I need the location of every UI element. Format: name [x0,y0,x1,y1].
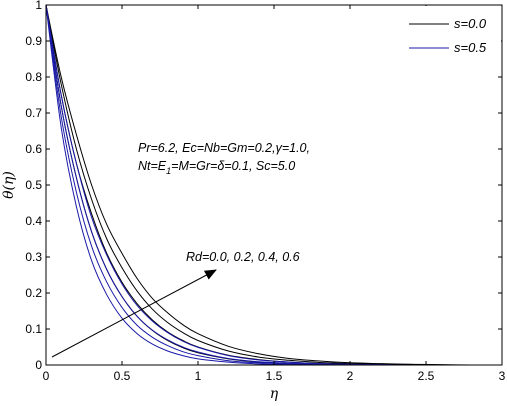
legend-label-s05: s=0.5 [454,40,487,55]
x-tick-label: 1.5 [266,369,283,383]
y-tick-label: 0.2 [25,286,42,300]
legend-box [401,6,501,66]
x-axis-label: η [270,386,279,402]
series-line-s0-rd06 [45,4,503,366]
x-tick-label: 1 [195,369,202,383]
y-tick-label: 0.4 [25,214,42,228]
params-annotation-line1: Pr=6.2, Ec=Nb=Gm=0.2,γ=1.0, [138,141,310,155]
y-axis-label: θ(η) [1,171,17,199]
x-tick-label: 0.5 [114,369,131,383]
x-axis-ticks: 0 0.5 1 1.5 2 2.5 3 [43,5,506,383]
params-line2-part-a: Nt=E [138,159,167,173]
params-line2-subscript: 1 [166,166,171,176]
y-tick-label: 0.8 [25,70,42,84]
x-tick-label: 2.5 [418,369,435,383]
y-axis-ticks: 0 0.1 0.2 0.3 0.4 0.5 0.6 0.7 0.8 0.9 1 [25,0,502,372]
y-tick-label: 1 [35,0,42,12]
y-tick-label: 0.6 [25,142,42,156]
rd-arrow-label: Rd=0.0, 0.2, 0.4, 0.6 [186,250,300,264]
legend: s=0.0 s=0.5 [401,6,501,66]
legend-label-s0: s=0.0 [454,16,487,31]
y-tick-label: 0.5 [25,178,42,192]
x-tick-label: 0 [43,369,50,383]
params-line2-part-b: =M=Gr=δ=0.1, Sc=5.0 [171,159,295,173]
y-tick-label: 0 [35,358,42,372]
params-annotation-line2: Nt=E1=M=Gr=δ=0.1, Sc=5.0 [138,159,295,176]
x-tick-label: 2 [347,369,354,383]
y-tick-label: 0.9 [25,34,42,48]
y-tick-label: 0.3 [25,250,42,264]
y-tick-label: 0.7 [25,106,42,120]
y-tick-label: 0.1 [25,322,42,336]
x-tick-label: 3 [499,369,506,383]
rd-arrow [51,269,217,358]
